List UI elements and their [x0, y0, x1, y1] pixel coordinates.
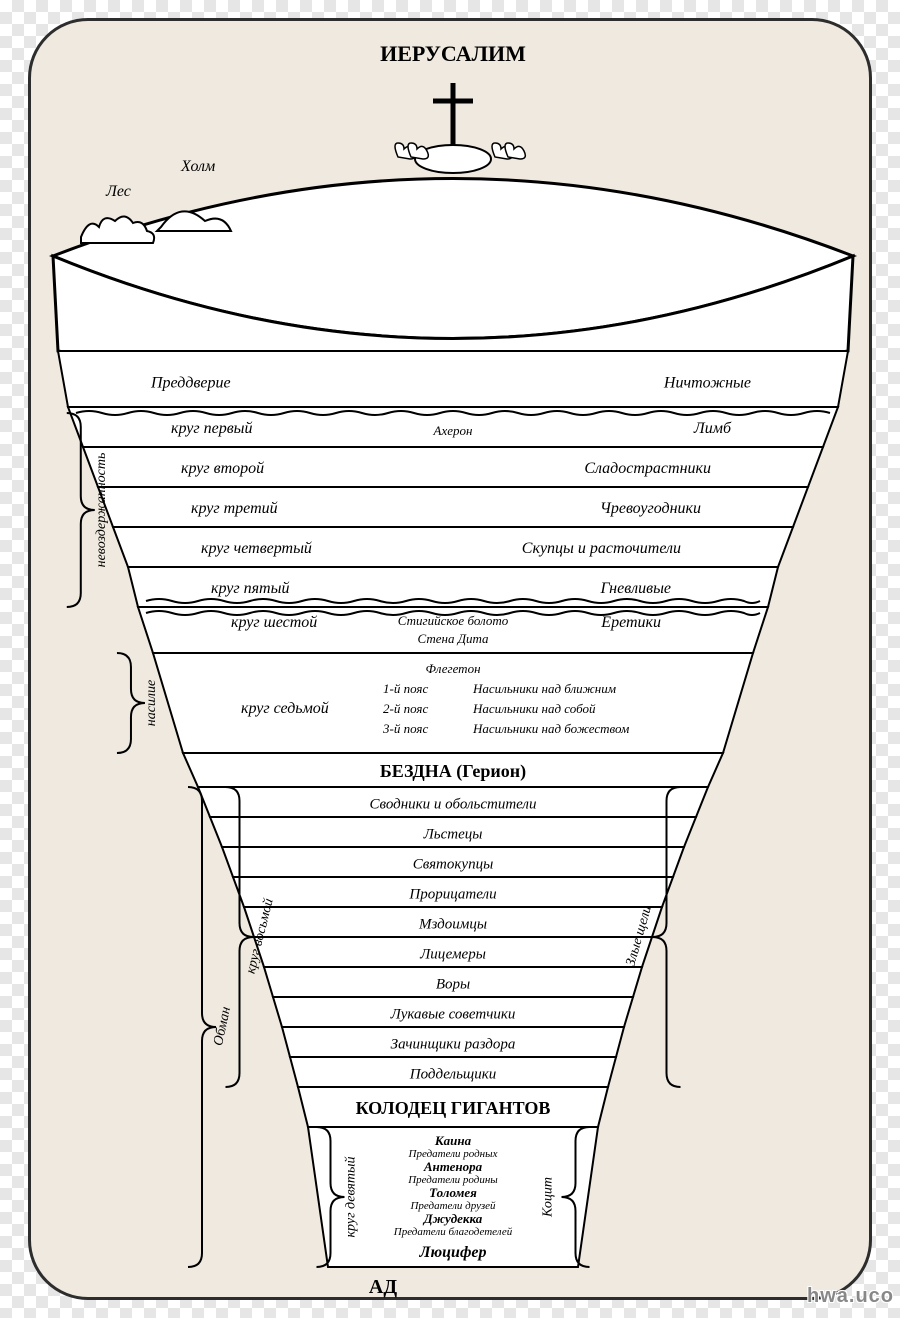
svg-text:Толомея: Толомея: [429, 1185, 477, 1200]
svg-text:Льстецы: Льстецы: [423, 827, 483, 843]
svg-text:круг третий: круг третий: [191, 500, 278, 517]
svg-text:Мздоимцы: Мздоимцы: [418, 917, 487, 933]
svg-text:Лимб: Лимб: [693, 420, 732, 437]
svg-text:БЕЗДНА (Герион): БЕЗДНА (Герион): [380, 761, 526, 782]
svg-text:Воры: Воры: [436, 977, 470, 993]
svg-text:круг четвертый: круг четвертый: [201, 540, 312, 557]
svg-text:Джудекка: Джудекка: [423, 1211, 483, 1226]
svg-text:Предатели благодетелей: Предатели благодетелей: [393, 1226, 513, 1238]
svg-text:Еретики: Еретики: [600, 614, 661, 631]
svg-text:Лес: Лес: [105, 183, 131, 200]
svg-text:круг второй: круг второй: [181, 460, 264, 477]
svg-text:круг шестой: круг шестой: [231, 614, 317, 631]
svg-text:Ахерон: Ахерон: [433, 423, 473, 438]
watermark: hwa.uco: [807, 1285, 894, 1308]
svg-text:Прорицатели: Прорицатели: [408, 887, 496, 903]
svg-text:Сводники и обольстители: Сводники и обольстители: [370, 797, 537, 813]
svg-text:Люцифер: Люцифер: [418, 1244, 486, 1261]
svg-text:Насильники над собой: Насильники над собой: [472, 701, 596, 716]
svg-text:невоздержанность: невоздержанность: [94, 453, 109, 568]
svg-text:насилие: насилие: [144, 680, 159, 726]
svg-text:круг девятый: круг девятый: [344, 1157, 359, 1238]
svg-text:Каина: Каина: [434, 1133, 472, 1148]
svg-text:Обман: Обман: [211, 1005, 234, 1047]
svg-text:Преддверие: Преддверие: [150, 374, 231, 391]
svg-text:Стена Дита: Стена Дита: [417, 631, 489, 646]
svg-text:Лицемеры: Лицемеры: [419, 947, 486, 963]
svg-text:Чревоугодники: Чревоугодники: [600, 500, 701, 517]
svg-text:Холм: Холм: [180, 158, 215, 175]
svg-text:Скупцы и расточители: Скупцы и расточители: [522, 540, 681, 557]
svg-text:круг седьмой: круг седьмой: [241, 700, 329, 717]
svg-text:Ничтожные: Ничтожные: [663, 374, 751, 391]
svg-text:Гневливые: Гневливые: [600, 580, 671, 597]
svg-text:АД: АД: [369, 1276, 397, 1298]
svg-text:Зачинщики раздора: Зачинщики раздора: [391, 1037, 516, 1053]
svg-text:Стигийское болото: Стигийское болото: [398, 613, 509, 628]
svg-text:КОЛОДЕЦ ГИГАНТОВ: КОЛОДЕЦ ГИГАНТОВ: [356, 1098, 551, 1118]
svg-text:Коцит: Коцит: [541, 1177, 556, 1218]
svg-text:Насильники над ближним: Насильники над ближним: [472, 681, 616, 696]
svg-text:круг первый: круг первый: [171, 420, 253, 437]
svg-text:2-й пояс: 2-й пояс: [383, 701, 428, 716]
svg-text:Лукавые советчики: Лукавые советчики: [390, 1007, 516, 1023]
svg-text:круг пятый: круг пятый: [211, 580, 289, 597]
svg-text:ИЕРУСАЛИМ: ИЕРУСАЛИМ: [380, 41, 526, 66]
svg-text:Сладострастники: Сладострастники: [584, 460, 711, 477]
svg-text:3-й пояс: 3-й пояс: [382, 721, 428, 736]
svg-text:Антенора: Антенора: [423, 1159, 483, 1174]
svg-text:1-й пояс: 1-й пояс: [383, 681, 428, 696]
svg-text:Поддельщики: Поддельщики: [409, 1067, 496, 1083]
svg-text:Флегетон: Флегетон: [425, 661, 480, 676]
svg-text:Святокупцы: Святокупцы: [413, 857, 493, 873]
svg-text:Насильники над божеством: Насильники над божеством: [472, 721, 629, 736]
